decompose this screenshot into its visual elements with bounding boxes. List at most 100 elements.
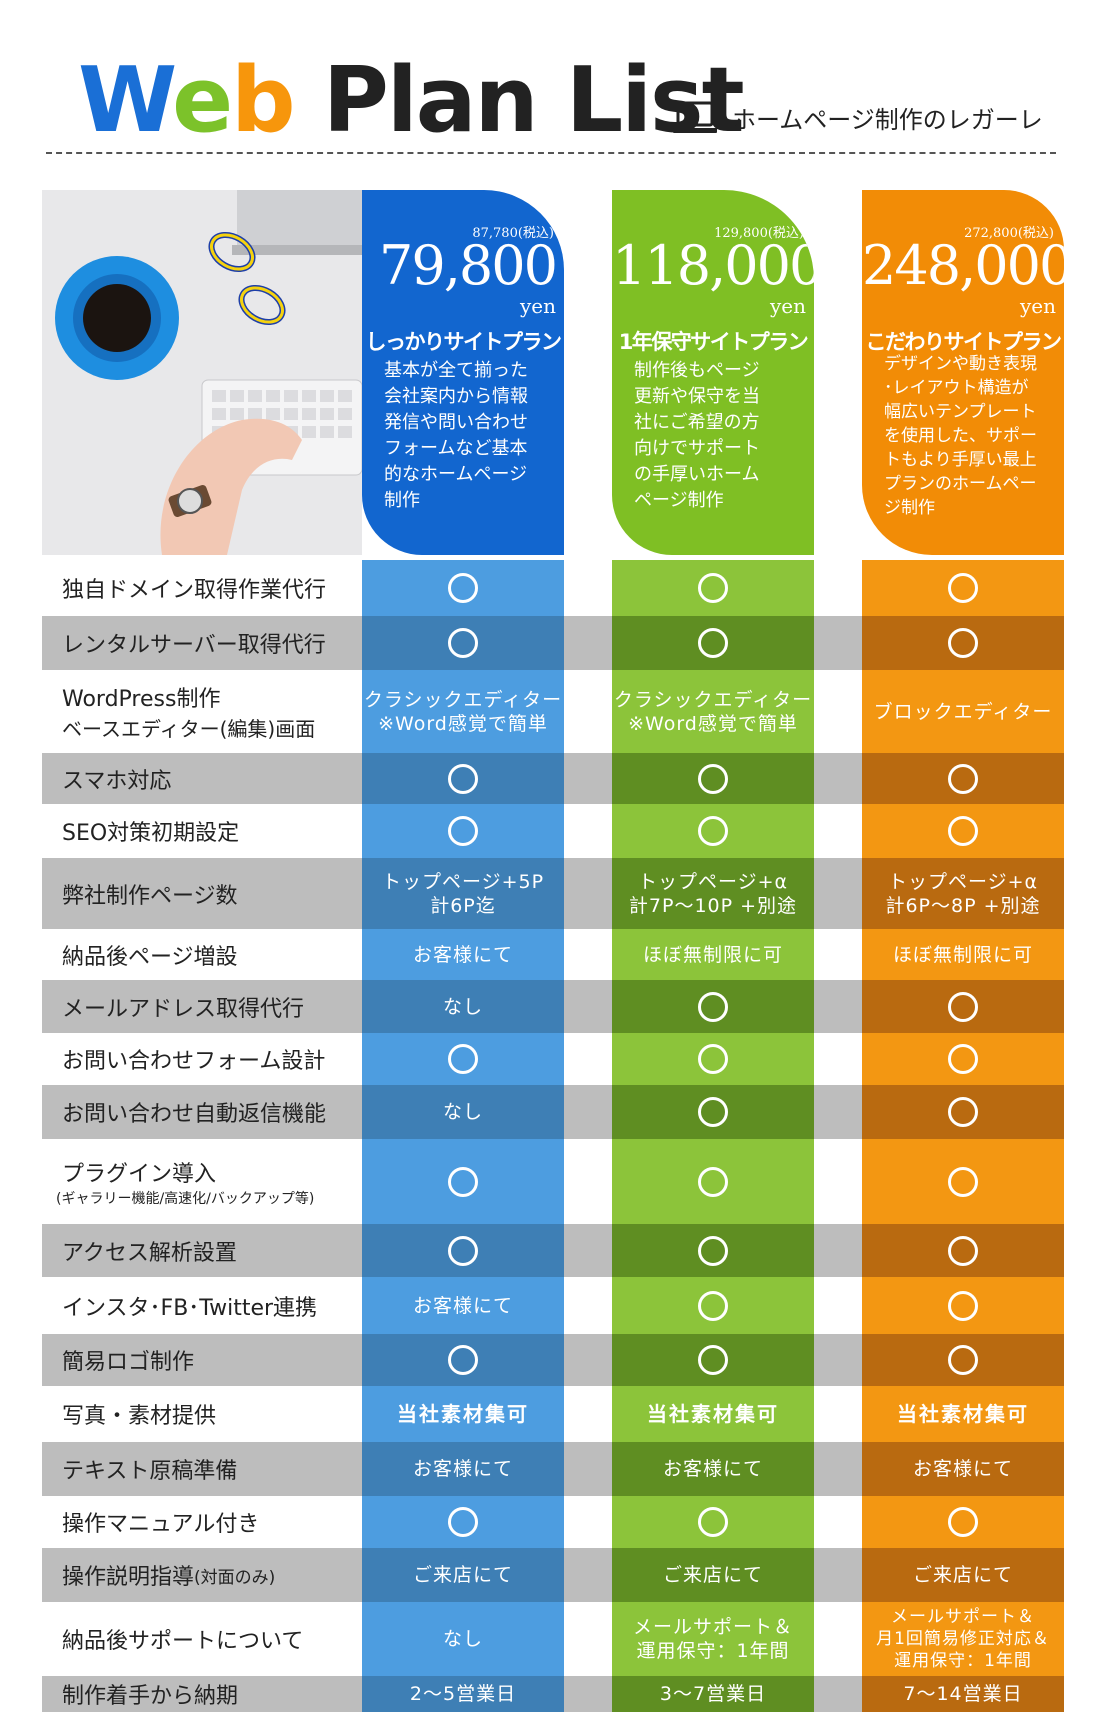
- plan-cell: メールサポート＆ 月1回簡易修正対応＆ 運用保守：1年間: [862, 1602, 1064, 1676]
- plan-cell-text: 当社素材集可: [647, 1402, 779, 1426]
- plan-cell: [612, 1334, 814, 1386]
- plan-cell: [362, 804, 564, 858]
- plan-cell-text: 月1回簡易修正対応＆: [876, 1629, 1050, 1649]
- plan-cell-text: 当社素材集可: [397, 1402, 529, 1426]
- circle-check-icon: [448, 816, 478, 846]
- plan-cell-text: お客様にて: [412, 1458, 513, 1480]
- brand-name: ホームページ制作のレガーレ: [732, 106, 1043, 134]
- row-label-subtext: (対面のみ): [194, 1567, 276, 1588]
- plan-cell: メールサポート＆ 運用保守：1年間: [612, 1602, 814, 1676]
- row-label-text: スマホ対応: [62, 768, 172, 794]
- plan-cell-text: メールサポート＆: [632, 1616, 793, 1638]
- circle-check-icon: [698, 763, 728, 794]
- plan-price-unit: yen: [769, 294, 806, 318]
- plan-header-basic: 87,780(税込) 79,800 yen しっかりサイトプラン 基本が全て揃っ…: [362, 190, 564, 555]
- hero-photo: [42, 190, 362, 555]
- plan-description-line: 制作: [384, 490, 420, 511]
- plan-cell: お客様にて: [862, 1442, 1064, 1496]
- plan-description-line: 社にご希望の方: [634, 412, 760, 433]
- plan-cell: お客様にて: [362, 1442, 564, 1496]
- plan-cell: [862, 1277, 1064, 1334]
- row-label-subtext: ベースエディター(編集)画面: [62, 717, 316, 741]
- plan-description-line: プランのホームペー: [884, 474, 1037, 494]
- row-label-text: お問い合わせフォーム設計: [62, 1049, 326, 1074]
- plan-description-line: ページ制作: [634, 490, 724, 511]
- plan-cell-text: お客様にて: [412, 1294, 513, 1317]
- plan-cell-text: 3～7営業日: [659, 1683, 767, 1705]
- plan-cell: [362, 753, 564, 804]
- desk-illustration: [42, 190, 362, 555]
- plan-price-unit: yen: [1019, 294, 1056, 318]
- circle-check-icon: [448, 1507, 478, 1537]
- plan-cell: [362, 1033, 564, 1085]
- plan-cell-text: お客様にて: [662, 1458, 763, 1480]
- row-label-text: インスタ･FB･Twitter連携: [62, 1295, 318, 1321]
- plan-cell: [862, 804, 1064, 858]
- row-label-subtext: (ギャラリー機能/高速化/バックアップ等): [56, 1190, 315, 1207]
- circle-check-icon: [448, 573, 478, 603]
- plan-price-tax: 129,800(税込): [714, 226, 804, 241]
- circle-check-icon: [698, 1345, 728, 1375]
- row-label: 簡易ロゴ制作: [42, 1334, 362, 1386]
- plan-description-line: デザインや動き表現: [884, 354, 1037, 374]
- plan-cell: [862, 1224, 1064, 1277]
- plan-cell: ご来店にて: [362, 1548, 564, 1602]
- plan-cell: トップページ+α 計6P～8P +別途: [862, 858, 1064, 929]
- page-title: Web Plan List: [78, 46, 745, 156]
- row-label-text: 納品後サポートについて: [62, 1629, 304, 1654]
- plan-cell: ほぼ無制限に可: [862, 929, 1064, 980]
- plan-cell-text: ブロックエディター: [873, 700, 1053, 723]
- plan-cell: [612, 1496, 814, 1548]
- plan-description-line: ･レイアウト構造が: [884, 378, 1029, 398]
- row-label: 制作着手から納期: [42, 1676, 362, 1712]
- plan-cell: [612, 616, 814, 670]
- plan-cell: [862, 1334, 1064, 1386]
- circle-check-icon: [698, 816, 728, 846]
- plan-description-line: フォームなど基本: [384, 438, 528, 459]
- circle-check-icon: [948, 991, 978, 1022]
- row-label: 操作説明指導 (対面のみ): [42, 1548, 362, 1602]
- plan-cell: [612, 804, 814, 858]
- plan-description: デザインや動き表現 ･レイアウト構造が 幅広いテンプレート を使用した、サポー トもより…: [884, 352, 1050, 520]
- plan-cell-text: 2～5営業日: [409, 1683, 517, 1705]
- plan-cell: [362, 1334, 564, 1386]
- plan-price-unit: yen: [519, 294, 556, 318]
- circle-check-icon: [698, 1290, 728, 1321]
- plan-cell: なし: [362, 1602, 564, 1676]
- plan-cell: [612, 980, 814, 1033]
- plan-cell-text: ご来店にて: [662, 1564, 763, 1586]
- plan-cell: クラシックエディター ※Word感覚で簡単: [612, 670, 814, 753]
- row-label-text: メールアドレス取得代行: [62, 996, 305, 1022]
- circle-check-icon: [448, 1044, 478, 1074]
- plan-cell: 当社素材集可: [612, 1386, 814, 1442]
- row-label-text: 制作着手から納期: [62, 1684, 239, 1709]
- row-label: メールアドレス取得代行: [42, 980, 362, 1033]
- circle-check-icon: [448, 628, 478, 658]
- row-label: 独自ドメイン取得作業代行: [42, 560, 362, 616]
- plan-cell-text: トップページ+α: [887, 870, 1039, 893]
- row-label: テキスト原稿準備: [42, 1442, 362, 1496]
- circle-check-icon: [948, 1345, 978, 1375]
- row-label-text: 納品後ページ増設: [62, 944, 238, 970]
- plan-cell: [362, 560, 564, 616]
- plan-cell-text: 当社素材集可: [897, 1402, 1029, 1426]
- row-label-text: アクセス解析設置: [62, 1240, 237, 1266]
- plan-cell: なし: [362, 1085, 564, 1139]
- plan-cell-text: ほぼ無制限に可: [892, 943, 1033, 966]
- plan-cell-text: 計6P迄: [430, 894, 496, 917]
- plan-description: 制作後もページ 更新や保守を当 社にご希望の方 向けでサポート の手厚いホーム ページ制作: [634, 358, 800, 514]
- plan-description-line: 的なホームページ: [384, 464, 528, 485]
- circle-check-icon: [448, 1235, 478, 1266]
- plan-description-line: 向けでサポート: [634, 438, 760, 459]
- row-label-text: 弊社制作ページ数: [62, 883, 238, 909]
- plan-cell: [612, 560, 814, 616]
- plan-description-line: 会社案内から情報: [384, 386, 528, 407]
- row-label-text: SEO対策初期設定: [62, 821, 240, 846]
- plan-cell: [612, 1033, 814, 1085]
- row-label: お問い合わせフォーム設計: [42, 1033, 362, 1085]
- row-label: 納品後ページ増設: [42, 929, 362, 980]
- plan-cell-text: 計7P～10P +別途: [628, 894, 798, 917]
- circle-check-icon: [948, 1507, 978, 1537]
- circle-check-icon: [448, 763, 478, 794]
- plan-cell: [362, 1139, 564, 1224]
